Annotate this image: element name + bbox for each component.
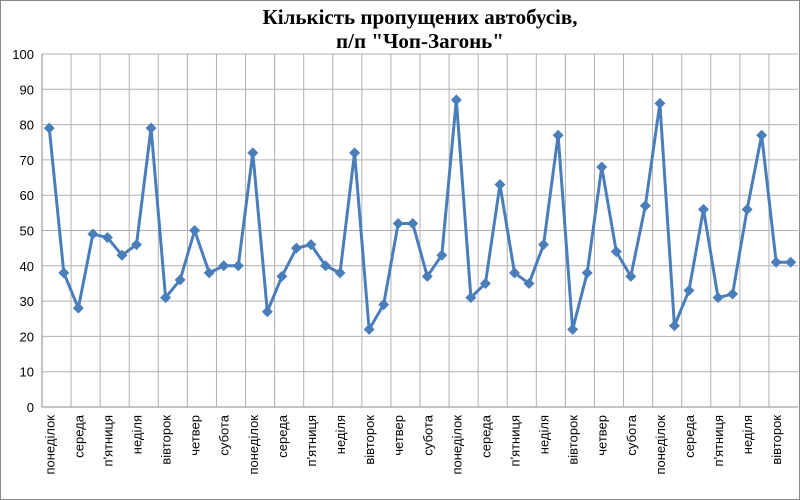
point-marker bbox=[494, 179, 506, 191]
point-marker bbox=[116, 249, 128, 261]
point-marker bbox=[334, 267, 346, 279]
point-marker bbox=[712, 292, 724, 304]
point-marker bbox=[610, 246, 622, 258]
x-tick-label: неділя bbox=[130, 415, 145, 454]
point-marker bbox=[58, 267, 70, 279]
y-tick-label: 10 bbox=[20, 365, 34, 380]
point-marker bbox=[72, 302, 84, 314]
x-tick-label: середа bbox=[478, 414, 493, 457]
x-tick-label: п'ятниця bbox=[100, 415, 115, 466]
x-tick-label: понеділок bbox=[42, 415, 57, 475]
x-tick-label: неділя bbox=[333, 415, 348, 454]
point-marker bbox=[552, 129, 564, 141]
point-marker bbox=[668, 320, 680, 332]
point-marker bbox=[363, 323, 375, 335]
point-marker bbox=[436, 249, 448, 261]
point-marker bbox=[683, 285, 695, 297]
point-marker bbox=[756, 129, 768, 141]
point-marker bbox=[232, 260, 244, 272]
point-marker bbox=[145, 122, 157, 134]
point-marker bbox=[378, 299, 390, 311]
point-marker bbox=[218, 260, 230, 272]
y-tick-label: 90 bbox=[20, 82, 34, 97]
point-marker bbox=[639, 200, 651, 212]
y-tick-label: 30 bbox=[20, 294, 34, 309]
x-tick-label: середа bbox=[71, 414, 86, 457]
point-marker bbox=[101, 232, 113, 244]
point-marker bbox=[261, 306, 273, 318]
x-tick-label: п'ятниця bbox=[508, 415, 523, 466]
point-marker bbox=[654, 97, 666, 109]
point-marker bbox=[567, 323, 579, 335]
y-tick-label: 40 bbox=[20, 259, 34, 274]
x-tick-label: середа bbox=[275, 414, 290, 457]
x-tick-label: вівторок bbox=[566, 415, 581, 465]
point-marker bbox=[727, 288, 739, 300]
chart-title: п/п "Чоп-Загонь" bbox=[336, 29, 504, 53]
point-marker bbox=[523, 277, 535, 289]
point-marker bbox=[407, 217, 419, 229]
point-marker bbox=[581, 267, 593, 279]
point-marker bbox=[87, 228, 99, 240]
point-marker bbox=[596, 161, 608, 173]
x-tick-label: вівторок bbox=[362, 415, 377, 465]
point-marker bbox=[320, 260, 331, 272]
x-tick-label: четвер bbox=[595, 415, 610, 456]
point-marker bbox=[160, 292, 172, 304]
point-marker bbox=[43, 122, 55, 134]
x-tick-label: четвер bbox=[188, 415, 203, 456]
point-marker bbox=[698, 203, 709, 215]
point-marker bbox=[131, 239, 142, 251]
y-tick-label: 80 bbox=[20, 118, 34, 133]
point-marker bbox=[625, 270, 637, 282]
point-marker bbox=[465, 292, 477, 304]
x-tick-label: вівторок bbox=[159, 415, 174, 465]
point-marker bbox=[741, 203, 753, 215]
x-tick-label: вівторок bbox=[769, 415, 784, 465]
y-tick-label: 50 bbox=[20, 224, 34, 239]
point-marker bbox=[189, 225, 201, 236]
x-tick-label: п'ятниця bbox=[711, 415, 726, 466]
x-tick-label: субота bbox=[217, 414, 232, 455]
point-marker bbox=[450, 94, 462, 106]
x-tick-label: п'ятниця bbox=[304, 415, 319, 466]
point-marker bbox=[305, 239, 317, 251]
x-tick-label: субота bbox=[420, 414, 435, 455]
point-marker bbox=[421, 270, 433, 282]
point-marker bbox=[247, 147, 259, 159]
y-tick-label: 100 bbox=[12, 47, 34, 62]
x-tick-label: понеділок bbox=[449, 415, 464, 475]
point-marker bbox=[479, 277, 491, 289]
x-tick-label: неділя bbox=[537, 415, 552, 454]
point-marker bbox=[174, 274, 186, 286]
point-marker bbox=[349, 147, 361, 159]
x-tick-label: середа bbox=[682, 414, 697, 457]
x-tick-label: четвер bbox=[391, 415, 406, 456]
point-marker bbox=[509, 267, 520, 279]
point-marker bbox=[290, 242, 302, 254]
x-tick-label: понеділок bbox=[246, 415, 261, 475]
y-tick-label: 0 bbox=[27, 400, 34, 415]
point-marker bbox=[203, 267, 215, 279]
point-marker bbox=[770, 256, 782, 268]
y-tick-label: 60 bbox=[20, 188, 34, 203]
y-tick-label: 20 bbox=[20, 329, 34, 344]
x-tick-label: субота bbox=[624, 414, 639, 455]
chart-title: Кількість пропущених автобусів, bbox=[263, 5, 578, 29]
series-line bbox=[47, 98, 791, 331]
x-tick-label: неділя bbox=[740, 415, 755, 454]
point-marker bbox=[538, 239, 550, 251]
y-tick-label: 70 bbox=[20, 153, 34, 168]
point-marker bbox=[276, 270, 288, 282]
point-marker bbox=[785, 256, 797, 268]
x-tick-label: понеділок bbox=[653, 415, 668, 475]
point-marker bbox=[392, 217, 404, 229]
